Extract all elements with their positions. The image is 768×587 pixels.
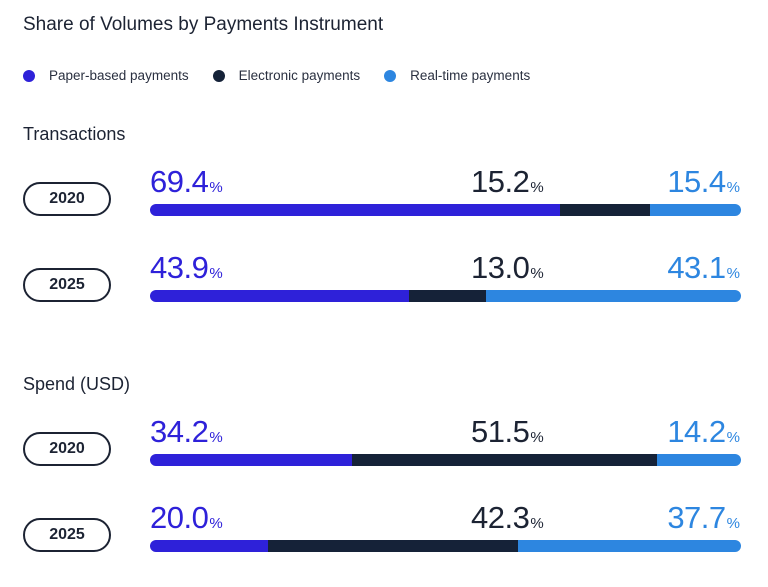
- section-label: Transactions: [23, 124, 126, 144]
- percent-sign: %: [209, 265, 223, 282]
- percent-sign: %: [209, 429, 223, 446]
- value-label-electronic: 15.2%: [471, 166, 544, 197]
- chart-row: 2020 69.4% 15.2% 15.4%: [0, 166, 768, 236]
- percent-sign: %: [726, 515, 740, 532]
- year-pill: 2020: [23, 432, 111, 466]
- bar-segment-realtime: [518, 540, 741, 552]
- value-number: 42.3: [471, 500, 530, 535]
- legend-item-realtime: Real-time payments: [384, 68, 530, 83]
- value-label-electronic: 42.3%: [471, 502, 544, 533]
- percent-sign: %: [726, 179, 740, 196]
- value-number: 14.2: [667, 414, 726, 449]
- year-pill: 2025: [23, 268, 111, 302]
- percent-sign: %: [530, 429, 544, 446]
- legend-item-electronic: Electronic payments: [212, 68, 361, 83]
- value-label-paper: 34.2%: [150, 416, 223, 447]
- bar-segment-paper: [150, 204, 561, 216]
- value-number: 15.4: [667, 164, 726, 199]
- percent-sign: %: [530, 179, 544, 196]
- bar-segment-electronic: [560, 204, 650, 216]
- chart-row: 2020 34.2% 51.5% 14.2%: [0, 416, 768, 486]
- value-number: 20.0: [150, 500, 209, 535]
- bar-segment-electronic: [268, 540, 519, 552]
- percent-sign: %: [726, 265, 740, 282]
- bar-segment-electronic: [352, 454, 657, 466]
- chart-row: 2025 20.0% 42.3% 37.7%: [0, 502, 768, 572]
- value-label-electronic: 13.0%: [471, 252, 544, 283]
- stacked-bar: [150, 540, 741, 552]
- value-label-paper: 69.4%: [150, 166, 223, 197]
- bar-segment-paper: [150, 454, 353, 466]
- bar-segment-paper: [150, 290, 410, 302]
- legend-dot-paper: [23, 69, 35, 82]
- value-number: 37.7: [667, 500, 726, 535]
- stacked-bar: [150, 454, 741, 466]
- chart-row: 2025 43.9% 13.0% 43.1%: [0, 252, 768, 322]
- legend-label-realtime: Real-time payments: [410, 68, 531, 83]
- year-pill: 2020: [23, 182, 111, 216]
- legend-dot-realtime: [384, 69, 397, 82]
- value-number: 51.5: [471, 414, 530, 449]
- value-number: 43.9: [150, 250, 209, 285]
- legend-dot-electronic: [212, 69, 225, 82]
- value-label-realtime: 43.1%: [667, 252, 740, 283]
- bar-segment-electronic: [409, 290, 487, 302]
- value-label-electronic: 51.5%: [471, 416, 544, 447]
- value-number: 69.4: [150, 164, 209, 199]
- percent-sign: %: [209, 515, 223, 532]
- legend-label-paper: Paper-based payments: [49, 68, 189, 83]
- value-label-realtime: 14.2%: [667, 416, 740, 447]
- percent-sign: %: [726, 429, 740, 446]
- section-label: Spend (USD): [23, 374, 131, 394]
- stacked-bar: [150, 290, 741, 302]
- percent-sign: %: [530, 515, 544, 532]
- bar-segment-realtime: [656, 454, 741, 466]
- value-number: 34.2: [150, 414, 209, 449]
- bar-segment-realtime: [486, 290, 741, 302]
- percent-sign: %: [209, 179, 223, 196]
- legend-label-electronic: Electronic payments: [238, 68, 361, 83]
- legend: Paper-based payments Electronic payments…: [23, 68, 554, 83]
- legend-item-paper: Paper-based payments: [23, 68, 189, 83]
- value-label-realtime: 15.4%: [667, 166, 740, 197]
- percent-sign: %: [530, 265, 544, 282]
- year-pill: 2025: [23, 518, 111, 552]
- value-label-paper: 43.9%: [150, 252, 223, 283]
- value-label-paper: 20.0%: [150, 502, 223, 533]
- bar-segment-realtime: [649, 204, 741, 216]
- stacked-bar: [150, 204, 741, 216]
- value-label-realtime: 37.7%: [667, 502, 740, 533]
- bar-segment-paper: [150, 540, 269, 552]
- value-number: 13.0: [471, 250, 530, 285]
- value-number: 15.2: [471, 164, 530, 199]
- chart-title: Share of Volumes by Payments Instrument: [23, 14, 384, 35]
- value-number: 43.1: [667, 250, 726, 285]
